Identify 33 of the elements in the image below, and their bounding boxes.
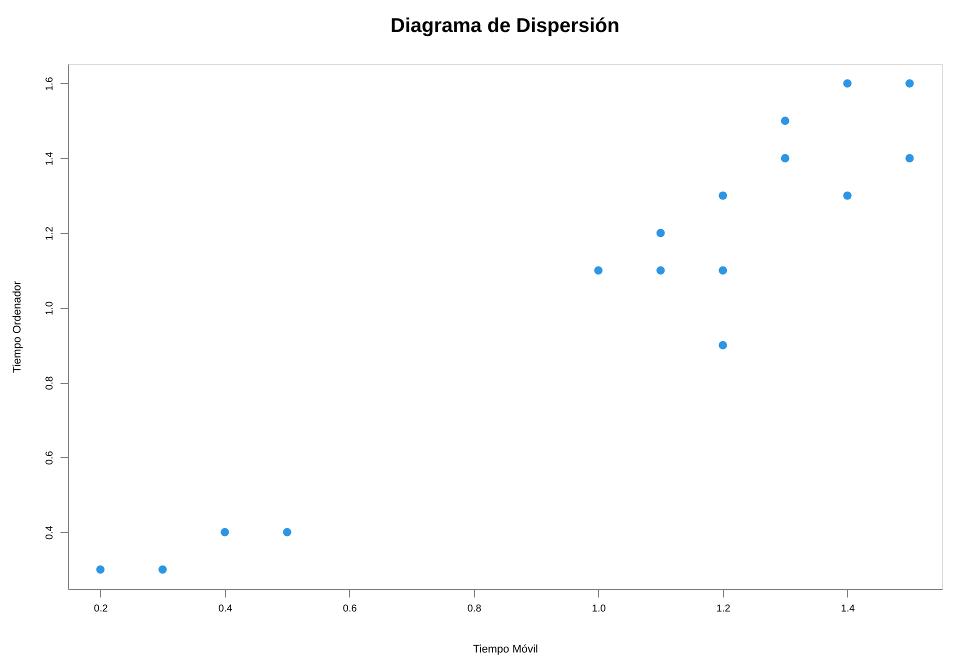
x-tick-label: 1.4 (840, 604, 856, 614)
y-tick-label: 1.6 (44, 76, 56, 91)
y-tick-label: 0.4 (44, 525, 56, 540)
point (656, 266, 665, 275)
y-axis-title: Tiempo Ordenador (12, 280, 24, 373)
point (594, 266, 603, 275)
point (905, 154, 914, 162)
x-tick-label: 0.6 (342, 604, 358, 614)
x-tick-label: 0.2 (94, 604, 108, 614)
y-tick-label: 1.2 (44, 226, 56, 240)
point (282, 528, 292, 536)
point (843, 191, 852, 200)
point (905, 79, 914, 88)
point (220, 528, 230, 536)
x-tick-label: 0.8 (467, 604, 482, 614)
chart-title: Diagrama de Dispersión (390, 15, 620, 37)
y-tick-label: 0.6 (44, 450, 56, 465)
y-tick-label: 1.4 (44, 151, 56, 166)
y-tick-label: 0.8 (44, 376, 56, 390)
point (780, 154, 790, 162)
y-tick-label: 1.0 (44, 300, 56, 316)
point (718, 191, 728, 200)
x-tick-label: 0.4 (218, 604, 233, 614)
point (96, 565, 105, 574)
x-tick-label: 1.2 (716, 604, 731, 614)
point (718, 266, 728, 275)
point (780, 116, 790, 126)
x-tick-label: 1.0 (592, 604, 606, 614)
point (656, 228, 665, 238)
point (718, 341, 728, 350)
x-axis-title: Tiempo Móvil (473, 644, 538, 656)
point (843, 79, 852, 88)
point (158, 565, 167, 574)
